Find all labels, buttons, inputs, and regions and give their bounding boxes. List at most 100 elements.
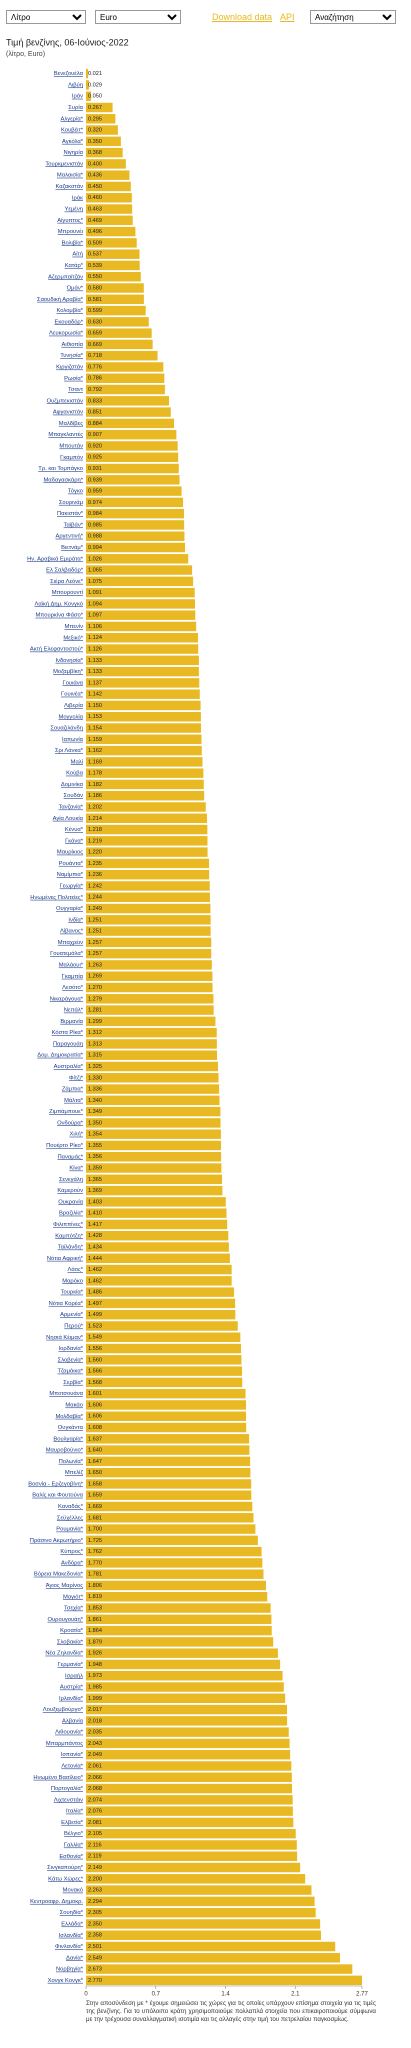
category-label[interactable]: Λαϊκή Δημ. Κονγκό — [35, 600, 83, 607]
category-label[interactable]: Μπενίν — [65, 624, 84, 630]
category-label[interactable]: Καναδάς* — [58, 1503, 84, 1510]
unit-select[interactable]: Λίτρο — [6, 10, 86, 24]
category-label[interactable]: Τυνησία* — [60, 353, 84, 359]
category-label[interactable]: Κολομβία* — [56, 308, 83, 314]
category-label[interactable]: Ναμίμπια* — [57, 872, 84, 878]
category-label[interactable]: Αϊτή — [72, 251, 83, 258]
category-label[interactable]: Μαλδίβες — [59, 421, 83, 427]
category-label[interactable]: Ινδία* — [68, 917, 83, 923]
category-label[interactable]: Μακάο — [65, 1401, 83, 1408]
category-label[interactable]: Περού* — [64, 1324, 83, 1330]
category-label[interactable]: Φιλιππίνες* — [53, 1222, 84, 1228]
category-label[interactable]: Ελλάδα* — [61, 1920, 84, 1927]
category-label[interactable]: Μονακό — [63, 1887, 83, 1894]
category-label[interactable]: Νεπάλ* — [64, 1007, 84, 1014]
category-label[interactable]: Σρι Λάνκα* — [55, 747, 84, 754]
category-label[interactable]: Λιβερία — [64, 703, 84, 709]
category-label[interactable]: Σιέρα Λεόνε* — [50, 578, 84, 585]
category-label[interactable]: Βιετνάμ* — [61, 544, 84, 551]
category-label[interactable]: Σουδάν — [64, 792, 84, 799]
category-label[interactable]: Ουγκάντα — [58, 1424, 84, 1431]
category-label[interactable]: Ηνωμένες Πολιτείες* — [30, 894, 83, 901]
category-label[interactable]: Τρ. και Τομπάγκο — [38, 465, 83, 472]
category-label[interactable]: Αρμενία* — [60, 1312, 84, 1318]
category-label[interactable]: Βόρεια Μακεδονία* — [34, 1571, 84, 1578]
category-label[interactable]: Τουρκία* — [61, 1290, 84, 1296]
category-label[interactable]: Σεϋχέλλες — [57, 1514, 83, 1521]
category-label[interactable]: Αγία Λουκία — [53, 816, 84, 822]
category-label[interactable]: Μαυροβούνιο* — [46, 1448, 84, 1454]
category-label[interactable]: Άγιος Μαρίνος — [46, 1583, 83, 1589]
category-label[interactable]: Κιργιζστάν — [56, 364, 83, 371]
category-label[interactable]: Ιταλία* — [66, 1809, 84, 1815]
category-label[interactable]: Ισλανδία* — [59, 1933, 84, 1939]
category-label[interactable]: Βολιβία* — [62, 240, 84, 246]
category-label[interactable]: Βοσνία - Ερζεγοβίνη* — [28, 1481, 84, 1487]
category-label[interactable]: Κίνα* — [69, 1166, 83, 1172]
category-label[interactable]: Μαλαισία* — [57, 173, 84, 179]
search-select[interactable]: Αναζήτηση — [310, 10, 396, 24]
category-label[interactable]: Ουκρανία — [58, 1199, 83, 1205]
category-label[interactable]: Καμερούν — [57, 1188, 83, 1194]
category-label[interactable]: Βιρμανία — [60, 1019, 83, 1025]
category-label[interactable]: Ρουάντα* — [59, 860, 84, 867]
category-label[interactable]: Μπουρουντί — [52, 590, 84, 596]
category-label[interactable]: Μπρουνέι — [58, 228, 84, 235]
category-label[interactable]: Μεξικό* — [63, 634, 83, 641]
category-label[interactable]: Πράσινο Ακρωτήριο* — [30, 1537, 84, 1544]
category-label[interactable]: Ινδονησία* — [55, 658, 83, 664]
category-label[interactable]: Μπαχρέιν — [58, 939, 83, 946]
category-label[interactable]: Μάλτα* — [64, 1097, 84, 1104]
category-label[interactable]: Σουρινάμ — [59, 499, 83, 506]
category-label[interactable]: Τόγκο — [68, 488, 83, 495]
category-label[interactable]: Ην. Αραβικά Εμιράτα* — [27, 555, 84, 562]
category-label[interactable]: Νικαράγουα* — [50, 995, 84, 1002]
category-label[interactable]: Λευκορωσία* — [49, 331, 84, 337]
category-label[interactable]: Λετονία* — [61, 1764, 83, 1770]
category-label[interactable]: Αίγυπτος* — [57, 218, 83, 224]
category-label[interactable]: Λάος* — [68, 1266, 84, 1273]
category-label[interactable]: Σλοβακία* — [57, 1639, 84, 1645]
category-label[interactable]: Γαλλία* — [64, 1843, 84, 1849]
category-label[interactable]: Ισραήλ — [65, 1672, 83, 1679]
category-label[interactable]: Δομ. Δημοκρατία* — [37, 1053, 83, 1059]
category-label[interactable]: Κούβα — [66, 771, 84, 777]
category-label[interactable]: Μπελίζ — [65, 1470, 84, 1476]
category-label[interactable]: Ιαπωνία — [62, 737, 84, 743]
category-label[interactable]: Κύπρος* — [60, 1549, 83, 1555]
category-label[interactable]: Χονγκ Κονγκ* — [48, 1978, 84, 1984]
category-label[interactable]: Πακιστάν* — [57, 510, 84, 517]
category-label[interactable]: Γκαμπία — [62, 974, 84, 980]
category-label[interactable]: Δομινίκα — [61, 782, 84, 788]
category-label[interactable]: Παραγουάη — [53, 1040, 83, 1047]
category-label[interactable]: Σουαζιλάνδη — [50, 725, 83, 732]
category-label[interactable]: Βραζιλία* — [59, 1211, 84, 1217]
category-label[interactable]: Νότια Κορέα* — [49, 1300, 84, 1307]
category-label[interactable]: Γερμανία* — [57, 1662, 83, 1668]
category-label[interactable]: Εσθονία* — [59, 1854, 83, 1860]
category-label[interactable]: Καζακστάν — [55, 183, 83, 190]
category-label[interactable]: Συρία — [68, 105, 83, 111]
download-link[interactable]: Download data — [212, 12, 273, 22]
category-label[interactable]: Ρουμανία* — [56, 1527, 83, 1533]
category-label[interactable]: Αζερμπαϊτζάν — [48, 273, 83, 280]
category-label[interactable]: Σενεγάλη — [59, 1176, 83, 1183]
category-label[interactable]: Σλοβενία* — [58, 1357, 84, 1363]
category-label[interactable]: Μαυρίκιος — [57, 850, 83, 856]
category-label[interactable]: Ελ Σαλβαδόρ* — [46, 567, 84, 574]
category-label[interactable]: Πουέρτο Ρίκο* — [46, 1142, 84, 1149]
category-label[interactable]: Ρωσία* — [64, 376, 84, 382]
category-label[interactable]: Σινγκαπούρη* — [47, 1865, 84, 1871]
category-label[interactable]: Ανδόρα* — [61, 1559, 84, 1566]
category-label[interactable]: Ουρουγουάη* — [48, 1616, 84, 1623]
category-label[interactable]: Αιθιοπία — [62, 342, 84, 348]
api-link[interactable]: API — [280, 12, 295, 22]
category-label[interactable]: Τσαντ — [68, 387, 84, 393]
category-label[interactable]: Ταϊβάν* — [64, 521, 84, 528]
category-label[interactable]: Γκάνα* — [65, 837, 84, 844]
category-label[interactable]: Κατάρ* — [65, 262, 84, 269]
category-label[interactable]: Νιγηρία — [63, 150, 83, 156]
category-label[interactable]: Σαουδική Αραβία* — [37, 296, 84, 303]
category-label[interactable]: Ακτή Ελεφαντοστού* — [30, 646, 84, 653]
category-label[interactable]: Κάτω Χώρες* — [48, 1875, 84, 1882]
